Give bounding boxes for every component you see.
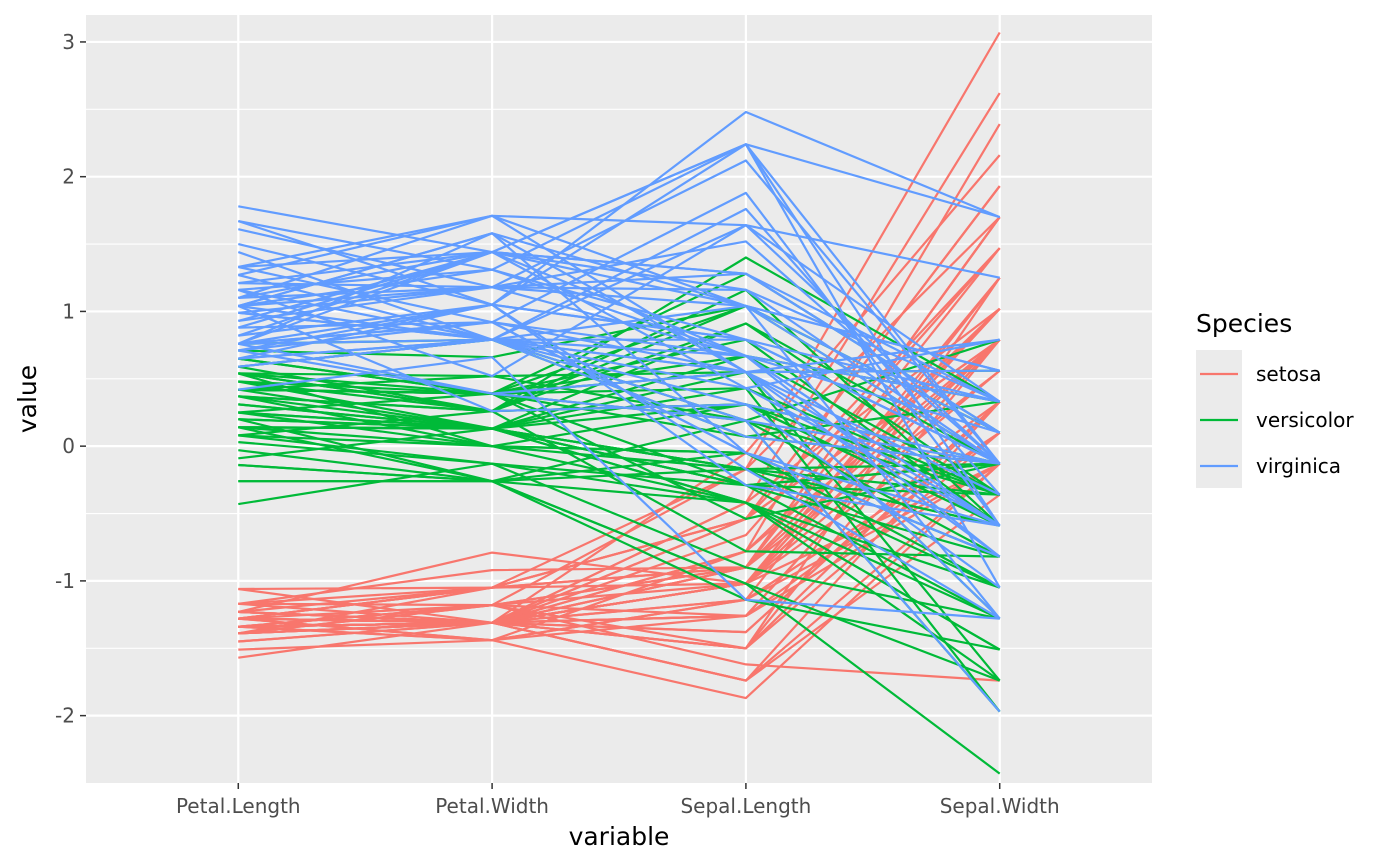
series-line — [238, 356, 1000, 620]
series-line — [238, 321, 1001, 620]
series-line — [238, 462, 1000, 620]
legend: Species setosa versicolor virginica — [1196, 309, 1354, 488]
legend-label-setosa: setosa — [1256, 362, 1321, 386]
series-line — [237, 251, 1001, 465]
series-line — [238, 462, 1001, 628]
y-axis-title: value — [13, 365, 42, 433]
series-line — [237, 214, 1000, 372]
y-tick-label: 1 — [62, 299, 75, 323]
legend-label-versicolor: versicolor — [1256, 408, 1354, 432]
series-line — [238, 411, 1000, 471]
series-line — [238, 480, 1001, 682]
x-axis: Petal.Length Petal.Width Sepal.Length Sepal… — [176, 783, 1060, 818]
series-line — [237, 232, 1001, 434]
series-line — [238, 214, 1000, 279]
series-lines — [237, 31, 1001, 775]
series-line — [238, 251, 1000, 390]
series-line — [238, 462, 1001, 700]
x-tick-label: Petal.Width — [435, 794, 549, 818]
series-line — [238, 143, 1001, 465]
series-line — [237, 143, 1001, 527]
legend-title: Species — [1196, 309, 1292, 338]
series-line — [238, 338, 1000, 465]
x-tick-label: Sepal.Length — [680, 794, 811, 818]
series-line — [238, 110, 1001, 306]
series-line — [238, 277, 1001, 642]
series-line — [238, 400, 1001, 682]
series-line — [238, 342, 1001, 527]
legend-label-virginica: virginica — [1256, 454, 1341, 478]
series-line — [238, 418, 1000, 527]
series-line — [238, 369, 1001, 628]
series-line — [237, 251, 1001, 434]
series-virginica — [237, 110, 1001, 713]
series-line — [238, 426, 1001, 620]
y-tick-label: 2 — [62, 165, 75, 189]
series-line — [238, 338, 1000, 465]
series-line — [238, 303, 1001, 465]
series-line — [238, 268, 1001, 527]
y-tick-label: 3 — [62, 30, 75, 54]
series-line — [238, 338, 1000, 465]
x-tick-label: Sepal.Width — [940, 794, 1060, 818]
series-line — [238, 251, 1001, 403]
series-line — [238, 307, 1001, 613]
series-line — [238, 371, 1001, 682]
series-line — [238, 286, 1001, 465]
series-line — [238, 338, 1001, 620]
series-line — [238, 449, 1001, 651]
x-tick-label: Petal.Length — [176, 794, 301, 818]
x-axis-title: variable — [569, 822, 670, 851]
series-line — [237, 251, 1000, 403]
series-line — [238, 224, 1001, 403]
y-tick-label: -2 — [55, 704, 75, 728]
y-axis: -2 -1 0 1 2 3 — [55, 30, 86, 728]
series-line — [238, 247, 1001, 624]
y-tick-label: 0 — [62, 434, 75, 458]
y-tick-label: -1 — [55, 569, 75, 593]
